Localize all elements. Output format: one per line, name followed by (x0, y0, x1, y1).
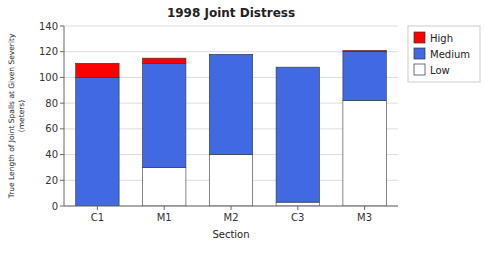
y-axis-label-line: True Length of Joint Spalls at Given Sev… (7, 33, 16, 199)
legend-label: Low (430, 65, 450, 76)
x-tick-label: C3 (291, 212, 304, 223)
bar-segment (142, 58, 185, 63)
x-tick-label: M3 (357, 212, 372, 223)
y-axis-label-line: (meters) (17, 100, 26, 132)
legend-box (408, 26, 480, 82)
x-tick (97, 206, 98, 210)
x-tick (164, 206, 165, 210)
title: 1998 Joint Distress (167, 6, 295, 20)
legend-label: High (430, 33, 453, 44)
bar-segment (142, 63, 185, 167)
y-tick-label: 80 (45, 98, 58, 109)
y-tick (60, 103, 64, 104)
bar-segment (209, 54, 252, 154)
y-axis-label: True Length of Joint Spalls at Given Sev… (7, 33, 26, 199)
bar-segment (276, 202, 319, 206)
y-tick-label: 120 (39, 46, 58, 57)
y-axis (64, 26, 65, 206)
x-tick-label: C1 (91, 212, 104, 223)
x-tick-label: M1 (157, 212, 172, 223)
bar-segment (76, 77, 119, 206)
bar-segment (276, 67, 319, 202)
y-tick-label: 0 (52, 201, 58, 212)
bar-segment (343, 101, 386, 206)
grid-line (64, 26, 398, 27)
bar-segment (343, 52, 386, 101)
bar-segment (142, 167, 185, 206)
x-tick (364, 206, 365, 210)
x-axis-label: Section (212, 229, 249, 240)
legend-swatch (414, 48, 425, 59)
x-tick-label: M2 (224, 212, 239, 223)
legend-swatch (414, 64, 425, 75)
y-tick (60, 180, 64, 181)
legend: High Medium Low (408, 26, 480, 82)
y-tick (60, 51, 64, 52)
y-tick (60, 154, 64, 155)
x-tick (297, 206, 298, 210)
x-tick (231, 206, 232, 210)
legend-swatch (414, 32, 425, 43)
bar-segment (209, 155, 252, 206)
y-tick (60, 26, 64, 27)
y-tick (60, 206, 64, 207)
chart: 0 20 40 60 80 100 120 140 C1 M1 M2 C3 M3 1998 Joint D… (0, 0, 484, 256)
grid (64, 26, 398, 206)
bar-segment (209, 54, 252, 55)
y-tick-label: 20 (45, 175, 58, 186)
bars (76, 50, 387, 206)
y-tick-label: 60 (45, 123, 58, 134)
y-tick (60, 77, 64, 78)
bar-segment (276, 67, 319, 68)
bar-segment (343, 50, 386, 51)
y-tick-label: 140 (39, 21, 58, 32)
legend-label: Medium (430, 49, 470, 60)
bar-segment (76, 63, 119, 77)
y-tick (60, 128, 64, 129)
y-tick-label: 40 (45, 149, 58, 160)
y-tick-label: 100 (39, 72, 58, 83)
